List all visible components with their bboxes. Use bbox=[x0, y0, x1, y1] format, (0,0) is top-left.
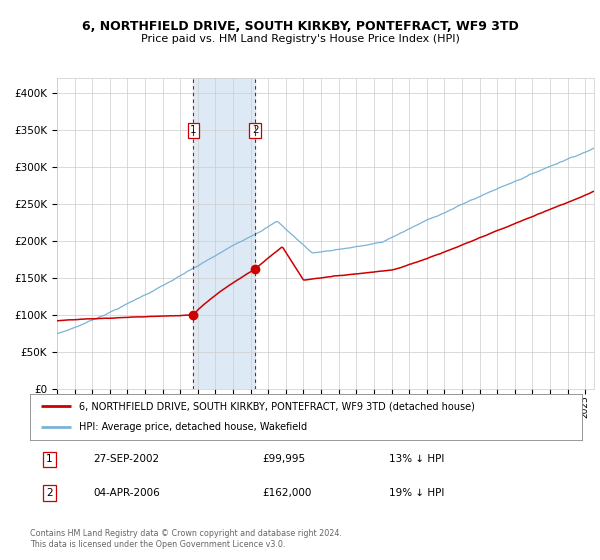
Text: Contains HM Land Registry data © Crown copyright and database right 2024.
This d: Contains HM Land Registry data © Crown c… bbox=[30, 529, 342, 549]
Text: 6, NORTHFIELD DRIVE, SOUTH KIRKBY, PONTEFRACT, WF9 3TD: 6, NORTHFIELD DRIVE, SOUTH KIRKBY, PONTE… bbox=[82, 20, 518, 32]
Text: Price paid vs. HM Land Registry's House Price Index (HPI): Price paid vs. HM Land Registry's House … bbox=[140, 34, 460, 44]
Text: 19% ↓ HPI: 19% ↓ HPI bbox=[389, 488, 444, 498]
Text: 1: 1 bbox=[190, 125, 197, 135]
Bar bbox=[193, 78, 255, 389]
Text: 1: 1 bbox=[46, 455, 53, 464]
Text: 2: 2 bbox=[252, 125, 259, 135]
Text: 04-APR-2006: 04-APR-2006 bbox=[94, 488, 160, 498]
Text: HPI: Average price, detached house, Wakefield: HPI: Average price, detached house, Wake… bbox=[79, 422, 307, 432]
Text: 6, NORTHFIELD DRIVE, SOUTH KIRKBY, PONTEFRACT, WF9 3TD (detached house): 6, NORTHFIELD DRIVE, SOUTH KIRKBY, PONTE… bbox=[79, 401, 475, 411]
Text: £162,000: £162,000 bbox=[262, 488, 311, 498]
Text: 13% ↓ HPI: 13% ↓ HPI bbox=[389, 455, 444, 464]
Text: 27-SEP-2002: 27-SEP-2002 bbox=[94, 455, 160, 464]
Text: £99,995: £99,995 bbox=[262, 455, 305, 464]
Text: 2: 2 bbox=[46, 488, 53, 498]
